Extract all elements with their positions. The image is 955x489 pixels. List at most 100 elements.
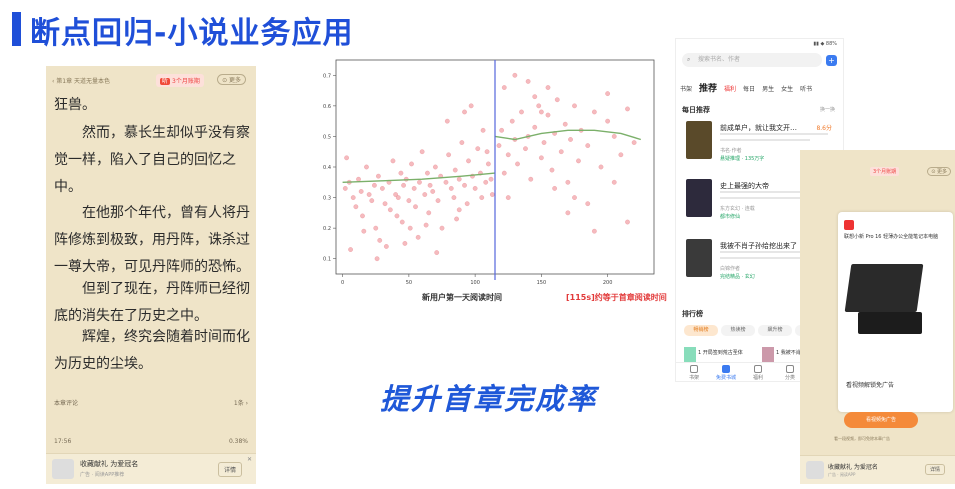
x-tick-label: 150	[537, 280, 547, 286]
book-cover	[686, 179, 712, 217]
data-point	[407, 225, 413, 231]
data-point	[374, 256, 380, 262]
book-score: 8.6分	[816, 125, 832, 132]
ad-detail-button[interactable]: 详情	[217, 462, 242, 477]
data-point	[592, 109, 597, 115]
book-desc-line	[720, 251, 828, 253]
data-point	[554, 97, 560, 103]
data-point	[415, 234, 421, 240]
data-point	[390, 158, 396, 164]
data-point	[523, 146, 528, 152]
rank-tab[interactable]: 飙升榜	[758, 325, 792, 336]
data-point	[417, 179, 422, 185]
reader-paragraph: 辉煌，终究会随着时间而化为历史的尘埃。	[54, 329, 250, 372]
chapter-comment-row[interactable]: 本章评论 1条 ›	[54, 398, 248, 407]
book-desc-line	[720, 197, 810, 199]
data-point	[585, 201, 591, 207]
ad-thumbnail	[52, 459, 74, 479]
reader-paragraph: 狂兽。	[54, 97, 96, 113]
reader-bottom-ad[interactable]: 收藏献礼 为爱冠名 广告 · 阅读APP 详情	[800, 455, 955, 484]
reader-back-title[interactable]: ‹ 第1章 天道无量本色	[52, 78, 111, 85]
x-tick-label: 0	[341, 280, 344, 286]
more-button[interactable]: ⊙ 更多	[927, 167, 951, 176]
book-title: 我被不肖子孙给挖出来了	[720, 242, 797, 250]
data-point	[360, 213, 365, 219]
data-point	[376, 173, 381, 179]
data-point	[552, 186, 557, 191]
channel-tab[interactable]: 书架	[680, 86, 693, 93]
data-point	[344, 155, 349, 161]
data-point	[393, 192, 398, 197]
ad-close-icon[interactable]: ✕	[246, 456, 252, 463]
rank-tab[interactable]: 畅销榜	[684, 325, 718, 336]
data-point	[348, 247, 353, 252]
ad-subtitle: 广告 · 阅读APP	[828, 472, 856, 477]
data-point	[387, 207, 393, 213]
listen-badge[interactable]: 听 3个月账期	[156, 74, 204, 87]
channel-tab[interactable]: 男生	[762, 86, 775, 93]
data-point	[462, 109, 467, 115]
channel-tab[interactable]: 听书	[800, 86, 813, 93]
channel-tab[interactable]: 每日	[743, 86, 756, 93]
book-desc-line	[720, 257, 810, 259]
listen-icon: 听	[160, 78, 171, 85]
data-point	[611, 134, 617, 139]
reader-status-row: 17:56 0.38%	[54, 438, 248, 445]
ad-detail-button[interactable]: 详情	[924, 464, 945, 475]
data-point	[356, 176, 361, 182]
data-point	[532, 124, 538, 130]
data-point	[380, 186, 385, 191]
book-desc-line	[720, 139, 810, 141]
nav-item[interactable]: 免费书城	[714, 365, 738, 381]
nav-item[interactable]: 福利	[746, 365, 770, 381]
data-point	[377, 238, 383, 243]
reader-bottom-ad[interactable]: 收藏献礼 为爱冠名 广告 · 阅读APP推荐 详情 ✕	[46, 453, 256, 484]
data-point	[576, 158, 581, 164]
listen-badge[interactable]: 3个月账期	[870, 167, 900, 176]
data-point	[598, 164, 604, 170]
data-point	[496, 143, 502, 148]
x-tick-label: 100	[470, 280, 480, 286]
data-point	[509, 118, 515, 124]
book-card[interactable]: 前成单户，就让我文开… 8.6分 书名·作者 悬疑推理 · 135万字	[686, 121, 836, 165]
channel-tab[interactable]: 女生	[781, 86, 794, 93]
data-point	[585, 143, 591, 148]
data-point	[435, 198, 441, 203]
rank-cover	[762, 347, 774, 363]
rank-tab[interactable]: 热读榜	[721, 325, 755, 336]
laptop-image	[844, 264, 924, 312]
channel-tab[interactable]: 福利	[724, 86, 737, 93]
reader-paragraph: 然而，慕长生却似乎没有察觉一样，陷入了自己的回忆之中。	[54, 125, 250, 195]
data-point	[480, 127, 486, 133]
channel-tab[interactable]: 推荐	[699, 84, 718, 94]
refresh-button[interactable]: 换一换	[819, 107, 835, 113]
nav-item[interactable]: 分类	[778, 365, 802, 381]
book-author: 白锦作者	[720, 266, 741, 272]
data-point	[423, 222, 429, 228]
add-button[interactable]: +	[826, 55, 837, 66]
brand-logo	[844, 220, 854, 230]
rank-item: 1 开局签到荒古圣体	[698, 350, 743, 356]
data-point	[501, 170, 507, 176]
data-point	[427, 182, 433, 188]
book-card[interactable]: 我被不肖子孙给挖出来了8.4分白锦作者完结精品 · 玄幻	[686, 239, 836, 283]
interstitial-ad-card[interactable]: 联想小新 Pro 16 轻薄办公全能笔记本电脑 看视频解锁免广告	[838, 212, 953, 412]
nav-item[interactable]: 书架	[682, 365, 706, 381]
data-point	[539, 155, 544, 161]
data-point	[475, 146, 481, 152]
data-point	[536, 103, 542, 109]
watch-video-button[interactable]: 看视频免广告	[844, 412, 918, 428]
ad-subtitle: 广告 · 阅读APP推荐	[80, 472, 125, 478]
daily-recommend-title: 每日推荐	[682, 106, 710, 114]
data-point	[572, 195, 577, 200]
data-point	[618, 152, 624, 158]
data-point	[512, 72, 518, 78]
search-input[interactable]: ⌕ 搜索书名、作者	[682, 53, 822, 67]
reader-paragraph: 但到了现在，丹阵师已经彻底的消失在了历史之中。	[54, 281, 250, 324]
data-point	[448, 186, 454, 191]
data-point	[406, 198, 412, 203]
more-button[interactable]: ⊙ 更多	[217, 74, 246, 85]
data-point	[419, 149, 425, 155]
x-tick-label: 200	[603, 280, 613, 286]
data-point	[372, 182, 377, 188]
